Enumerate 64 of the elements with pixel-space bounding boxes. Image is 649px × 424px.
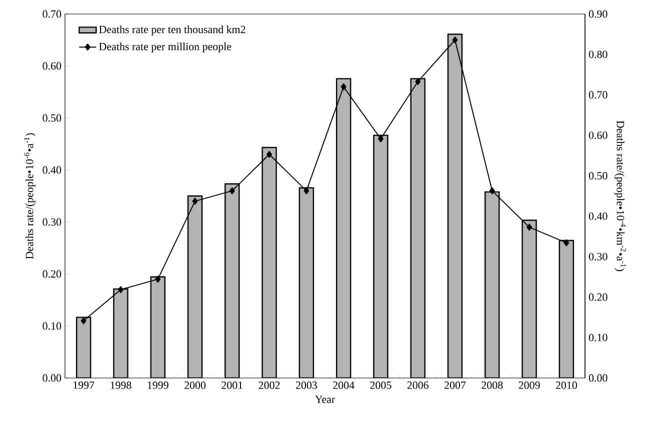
- y-tick-label: 0.10: [42, 322, 62, 330]
- x-tick-label: 2006: [407, 382, 428, 389]
- point: [564, 239, 570, 246]
- y-tick-label: 0.70: [42, 10, 62, 18]
- point: [378, 135, 384, 142]
- point: [155, 276, 161, 283]
- x-tick-label: 2010: [556, 382, 577, 389]
- y-tick-label: 0.40: [42, 166, 62, 174]
- y-tick-label: 0.30: [42, 218, 62, 226]
- point: [80, 317, 86, 324]
- y2-tick-label: 0.70: [588, 91, 608, 99]
- x-tick-label: 2009: [518, 382, 540, 389]
- bar: [558, 240, 574, 378]
- x-tick-label: 1998: [110, 382, 132, 389]
- legend-label: Deaths rate per million people: [99, 42, 232, 52]
- y-tick-label: 0.00: [42, 374, 62, 382]
- y-tick-label: 0.60: [42, 62, 62, 70]
- point: [452, 36, 458, 44]
- point: [340, 83, 346, 90]
- point: [415, 78, 421, 86]
- x-tick-label: 2004: [333, 382, 354, 389]
- x-tick-label: 2008: [482, 382, 503, 389]
- bar: [224, 183, 240, 378]
- y2-tick-label: 0.90: [588, 10, 608, 18]
- y2-tick-label: 0.50: [588, 172, 608, 180]
- y2-tick-label: 0.00: [588, 374, 608, 382]
- x-tick-label: 2002: [258, 382, 280, 389]
- legend-label: Deaths rate per ten thousand km2: [99, 25, 246, 36]
- x-tick-label: 2001: [222, 382, 242, 389]
- x-tick-label: 2005: [370, 382, 392, 389]
- x-axis-title: Year: [315, 396, 335, 404]
- bar: [298, 187, 314, 378]
- bar: [522, 220, 537, 378]
- x-tick-label: 2000: [184, 382, 206, 389]
- y2-tick-label: 0.20: [588, 293, 608, 301]
- bar: [76, 316, 92, 378]
- point: [304, 187, 310, 194]
- y2-tick-label: 0.30: [588, 252, 608, 260]
- point: [526, 224, 532, 231]
- point: [266, 150, 272, 158]
- y2-tick-label: 0.60: [588, 132, 608, 140]
- point: [489, 187, 495, 194]
- point: [192, 198, 198, 205]
- x-tick-label: 1999: [148, 382, 168, 389]
- bar: [484, 191, 500, 378]
- bar: [150, 276, 166, 378]
- bar: [187, 195, 203, 378]
- bar: [336, 78, 352, 378]
- point: [118, 286, 124, 294]
- y2-tick-label: 0.40: [588, 212, 608, 220]
- x-tick-label: 2007: [444, 382, 466, 389]
- bar: [373, 134, 388, 378]
- bar: [262, 146, 277, 378]
- y-axis-title: Deaths rate/(people•10$^{-6}$•a$^{-1}$): [24, 133, 36, 259]
- x-tick-label: 1997: [74, 382, 94, 389]
- x-tick-label: 2003: [296, 382, 317, 389]
- bar: [410, 78, 426, 378]
- y-tick-label: 0.20: [42, 270, 62, 278]
- y2-axis-title: Deaths rate/(people•10$^{-4}$•km$^{-2}$•a$^{-1}$): [614, 120, 626, 272]
- y-tick-label: 0.50: [42, 114, 62, 122]
- y2-tick-label: 0.80: [588, 50, 608, 58]
- y2-tick-label: 0.10: [588, 334, 608, 342]
- bar: [447, 34, 463, 378]
- point: [229, 187, 235, 194]
